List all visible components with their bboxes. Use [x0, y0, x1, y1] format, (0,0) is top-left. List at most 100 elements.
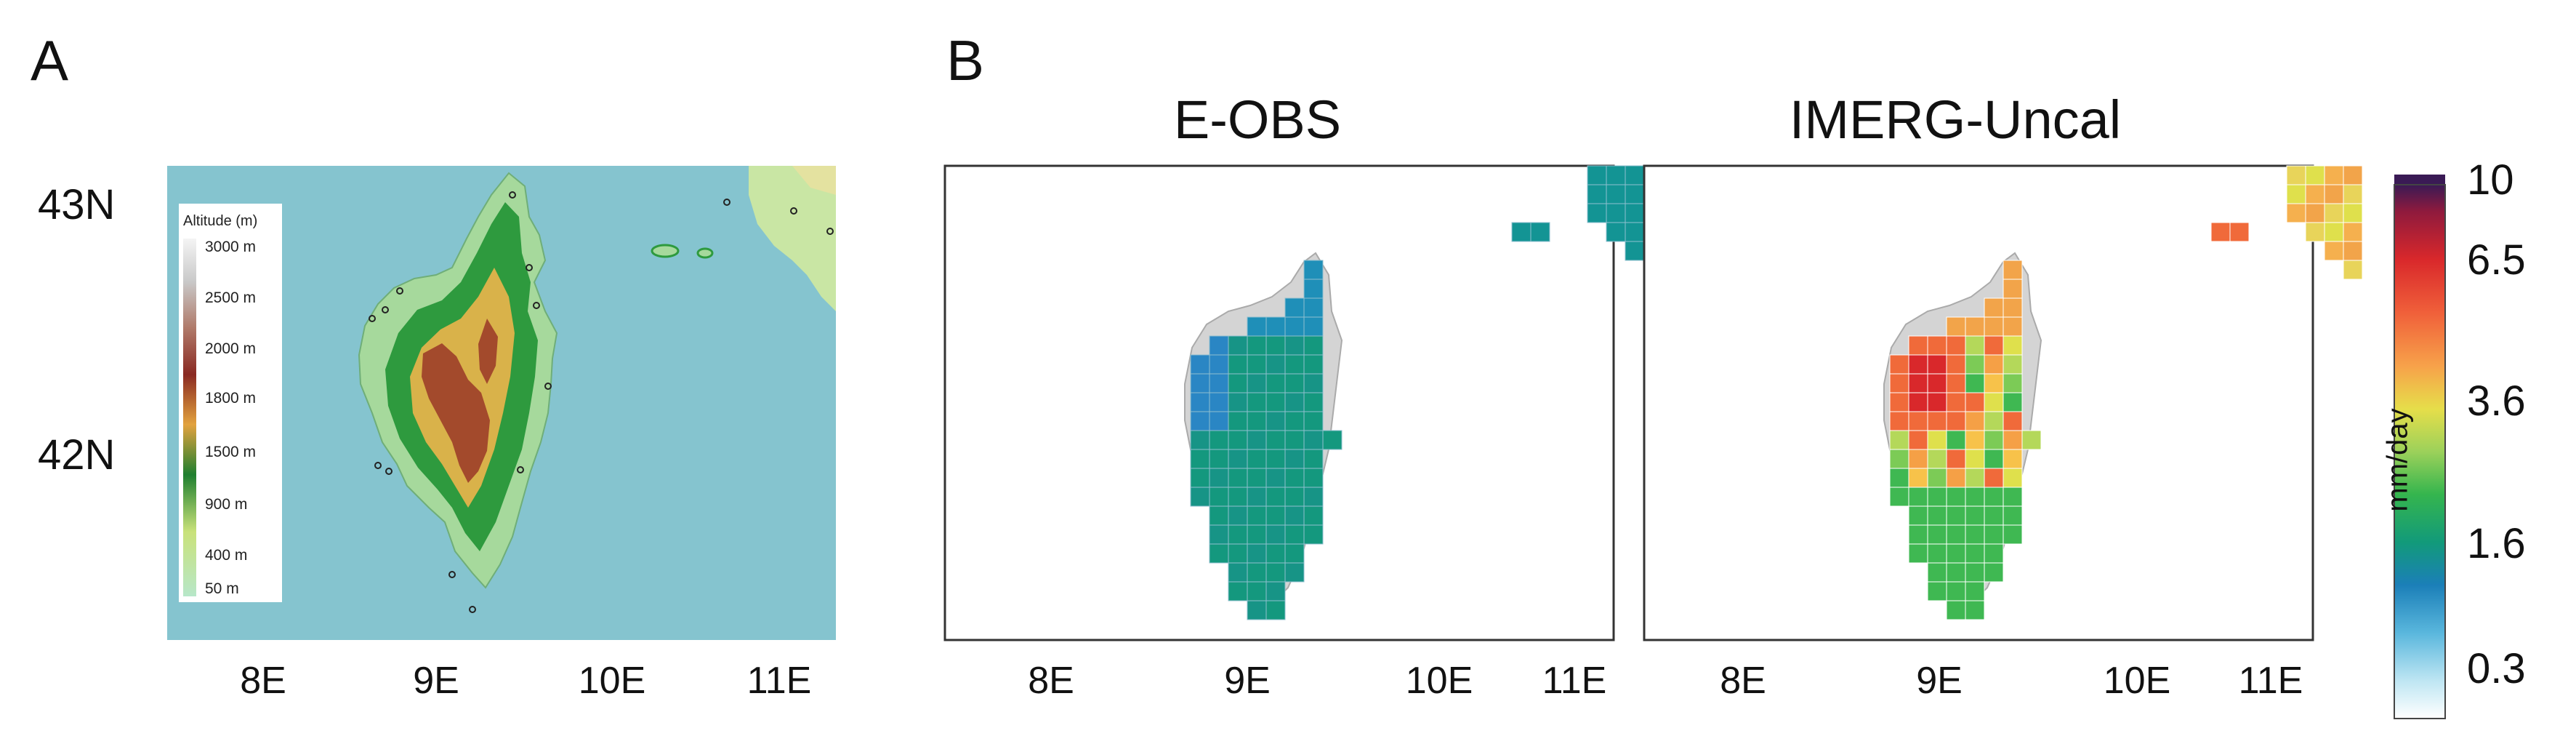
grid-cell: [1946, 430, 1966, 450]
grid-cell: [1889, 487, 1909, 507]
grid-cell: [1284, 543, 1305, 564]
grid-cell: [1190, 468, 1210, 488]
grid-cell: [1209, 487, 1229, 507]
colorbar-top-cap: [2394, 175, 2445, 185]
grid-cell: [1908, 392, 1928, 412]
grid-cell: [1284, 505, 1305, 526]
grid-cell: [1927, 543, 1947, 564]
colorbar-gradient: [2394, 184, 2446, 719]
grid-cell: [1247, 449, 1267, 469]
grid-cell: [1927, 468, 1947, 488]
grid-cell: [2324, 184, 2344, 204]
grid-cell: [1908, 411, 1928, 431]
colorbar-tick-10: 10: [2467, 156, 2514, 204]
grid-cell: [1984, 354, 2004, 375]
elba-island: [696, 247, 714, 259]
grid-cell: [1908, 543, 1928, 564]
grid-cell: [1284, 487, 1305, 507]
grid-cell: [1965, 524, 1985, 545]
grid-cell: [1927, 487, 1947, 507]
grid-cell: [2003, 524, 2023, 545]
grid-cell: [1889, 373, 1909, 393]
grid-cell: [1247, 505, 1267, 526]
grid-cell: [1265, 411, 1286, 431]
grid-cell: [1606, 165, 1626, 185]
grid-cell: [1303, 297, 1324, 318]
grid-cell: [1965, 581, 1985, 601]
grid-cell: [1984, 411, 2004, 431]
grid-cell: [1190, 430, 1210, 450]
grid-cell: [2286, 184, 2306, 204]
grid-cell: [1247, 373, 1267, 393]
colorbar-tick-6.5: 6.5: [2467, 236, 2526, 284]
grid-cell: [1284, 411, 1305, 431]
grid-cell: [1284, 468, 1305, 488]
grid-cell: [2003, 373, 2023, 393]
grid-cell: [1303, 487, 1324, 507]
grid-cell: [1284, 392, 1305, 412]
grid-cell: [2324, 203, 2344, 223]
grid-cell: [1606, 203, 1626, 223]
grid-cell: [1303, 279, 1324, 299]
altitude-legend-label: 2500 m: [205, 289, 256, 306]
grid-cell: [1265, 487, 1286, 507]
grid-cell: [1984, 316, 2004, 337]
grid-cell: [1965, 562, 1985, 583]
grid-cell: [1946, 354, 1966, 375]
grid-cell: [1228, 524, 1248, 545]
grid-cell: [1908, 335, 1928, 356]
grid-cell: [1946, 487, 1966, 507]
grid-cell: [2003, 411, 2023, 431]
lat-label-42n: 42N: [38, 431, 116, 479]
grid-cell: [1284, 449, 1305, 469]
grid-cell: [1965, 335, 1985, 356]
grid-cell: [1965, 316, 1985, 337]
grid-cell: [1927, 373, 1947, 393]
topo-lon-11e: 11E: [746, 660, 812, 702]
grid-cell: [1322, 430, 1343, 450]
grid-cell: [1984, 373, 2004, 393]
grid-cell: [1530, 222, 1550, 242]
topo-lon-10e: 10E: [578, 660, 646, 702]
grid-cell: [1265, 468, 1286, 488]
grid-cell: [1265, 335, 1286, 356]
grid-cell: [1625, 165, 1645, 185]
grid-cell: [1228, 373, 1248, 393]
grid-cell: [1265, 354, 1286, 375]
grid-cell: [1190, 411, 1210, 431]
grid-cell: [1927, 392, 1947, 412]
grid-cell: [1946, 373, 1966, 393]
grid-cell: [1927, 524, 1947, 545]
altitude-legend-label: 2000 m: [205, 340, 256, 357]
grid-cell: [1228, 354, 1248, 375]
grid-cell: [1190, 487, 1210, 507]
grid-cell: [1247, 600, 1267, 620]
grid-cell: [1908, 468, 1928, 488]
grid-cell: [1908, 524, 1928, 545]
altitude-legend-label: 50 m: [205, 580, 239, 597]
grid-cell: [1265, 373, 1286, 393]
grid-cell: [1247, 581, 1267, 601]
grid-cell: [1190, 449, 1210, 469]
grid-cell: [1190, 392, 1210, 412]
grid-cell: [2003, 335, 2023, 356]
eobs-lon-10e: 10E: [1405, 660, 1473, 702]
imerg-lon-9e: 9E: [1916, 660, 1963, 702]
grid-cell: [1908, 373, 1928, 393]
imerg-lon-8e: 8E: [1720, 660, 1766, 702]
grid-cell: [1889, 411, 1909, 431]
grid-cell: [1228, 581, 1248, 601]
grid-cell: [1228, 430, 1248, 450]
grid-cell: [1927, 354, 1947, 375]
grid-cell: [2003, 354, 2023, 375]
grid-cell: [1303, 524, 1324, 545]
grid-cell: [1965, 449, 1985, 469]
grid-cell: [1606, 184, 1626, 204]
grid-cell: [1209, 354, 1229, 375]
grid-cell: [1247, 562, 1267, 583]
grid-cell: [1303, 449, 1324, 469]
grid-cell: [1284, 430, 1305, 450]
grid-cell: [1927, 430, 1947, 450]
grid-cell: [1265, 430, 1286, 450]
grid-cell: [2021, 430, 2042, 450]
